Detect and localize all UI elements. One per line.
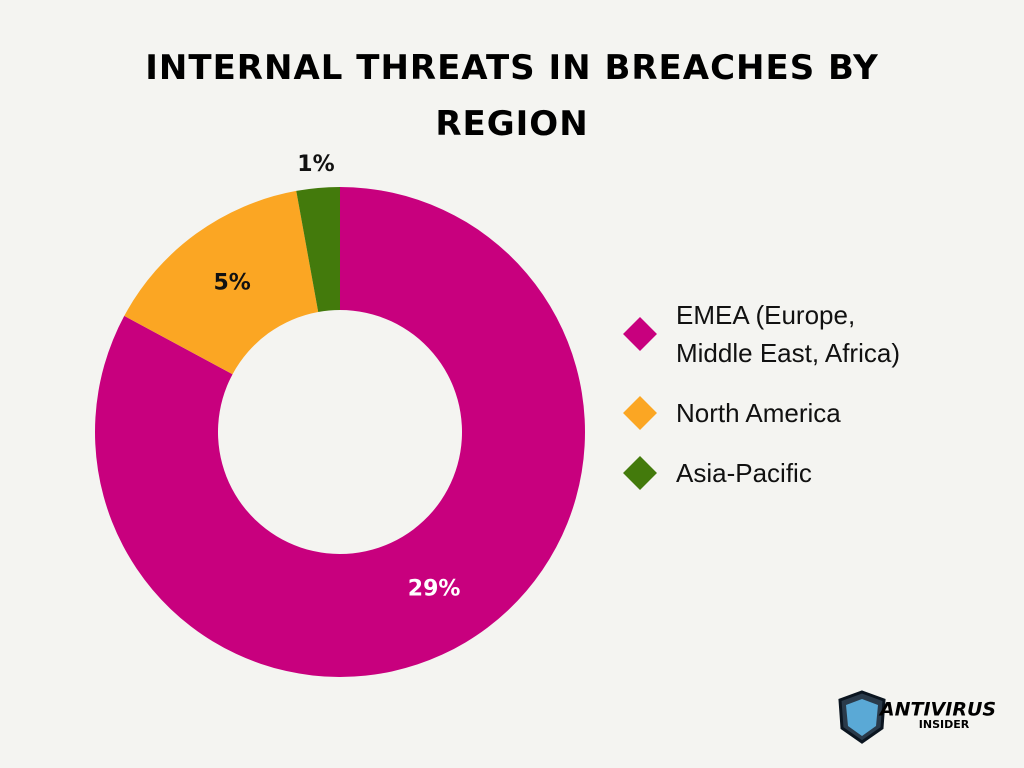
data-label: 29%: [408, 577, 461, 602]
slice: [124, 190, 319, 375]
slice: [296, 187, 340, 312]
legend-label: Asia-Pacific: [676, 458, 812, 488]
legend: EMEA (Europe, Middle East, Africa) North …: [622, 296, 922, 514]
legend-marker: [623, 317, 657, 351]
legend-label: EMEA (Europe, Middle East, Africa): [676, 300, 900, 368]
chart-title: INTERNAL THREATS IN BREACHES BY REGION: [145, 48, 879, 144]
legend-label: North America: [676, 398, 841, 428]
legend-item: Asia-Pacific: [622, 454, 922, 492]
legend-marker: [623, 456, 657, 490]
legend-item: North America: [622, 394, 922, 432]
data-label: 5%: [213, 271, 250, 296]
logo-subname: INSIDER: [919, 718, 970, 731]
logo-shield-inner: [846, 699, 878, 736]
slice: [95, 187, 586, 677]
legend-item: EMEA (Europe, Middle East, Africa): [622, 296, 922, 372]
legend-marker: [623, 396, 657, 430]
logo-name: ANTIVIRUS: [878, 699, 996, 721]
logo: ANTIVIRUS INSIDER: [838, 690, 996, 744]
data-label: 1%: [297, 152, 334, 177]
